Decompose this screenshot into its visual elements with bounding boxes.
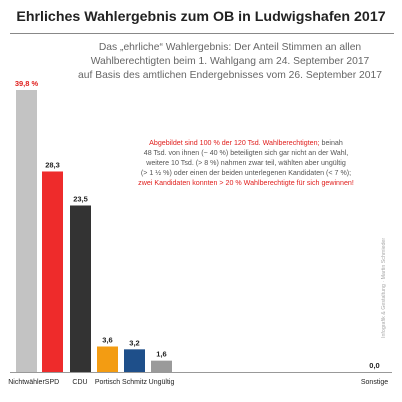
annotation-line-3: weitere 10 Tsd. (> 8 %) nahmen zwar teil…	[146, 159, 346, 167]
value-label-cdu: 23,5	[73, 194, 88, 203]
subtitle-line-2: Wahlberechtigten beim 1. Wahlgang am 24.…	[90, 56, 370, 67]
bar-spd	[42, 171, 63, 372]
value-label-ungültig: 1,6	[156, 350, 166, 359]
bar-cdu	[70, 205, 91, 372]
bar-nichtwähler	[16, 90, 37, 372]
value-label-spd: 28,3	[45, 160, 60, 169]
category-label-schmitz: Schmitz	[122, 379, 147, 386]
value-label-sonstige: 0,0	[369, 361, 379, 370]
subtitle-line-1: Das „ehrliche“ Wahlergebnis: Der Anteil …	[98, 42, 362, 53]
annotation-line-5: zwei Kandidaten konnten > 20 % Wahlberec…	[138, 179, 354, 187]
category-label-ungültig: Ungültig	[149, 379, 175, 386]
annotation-highlight-1: Abgebildet sind 100 % der 120 Tsd. Wahlb…	[149, 139, 320, 147]
subtitle-line-3: auf Basis des amtlichen Endergebnisses v…	[78, 70, 382, 81]
annotation-line-2: 48 Tsd. von ihnen (~ 40 %) beteiligten s…	[143, 149, 349, 157]
title-divider	[10, 33, 394, 34]
chart-subtitle: Das „ehrliche“ Wahlergebnis: Der Anteil …	[60, 41, 400, 83]
annotation-line-1-rest: beinah	[319, 139, 343, 147]
chart-annotation: Abgebildet sind 100 % der 120 Tsd. Wahlb…	[88, 138, 402, 188]
category-label-sonstige: Sonstige	[361, 379, 388, 386]
chart-title: Ehrliches Wahlergebnis zum OB in Ludwigs…	[16, 9, 386, 25]
bar-ungültig	[151, 360, 172, 372]
value-label-schmitz: 3,2	[129, 338, 139, 347]
value-label-nichtwähler: 39,8 %	[15, 79, 39, 88]
category-label-cdu: CDU	[72, 379, 87, 386]
category-label-spd: SPD	[45, 379, 59, 386]
category-label-portisch: Portisch	[95, 379, 120, 386]
bar-portisch	[97, 346, 118, 372]
annotation-line-1: Abgebildet sind 100 % der 120 Tsd. Wahlb…	[88, 138, 402, 148]
category-label-nichtwähler: Nichtwähler	[8, 379, 45, 386]
bar-schmitz	[124, 349, 145, 372]
annotation-line-4: (> 1 ½ %) oder einen der beiden unterleg…	[140, 169, 352, 177]
value-label-portisch: 3,6	[102, 335, 112, 344]
